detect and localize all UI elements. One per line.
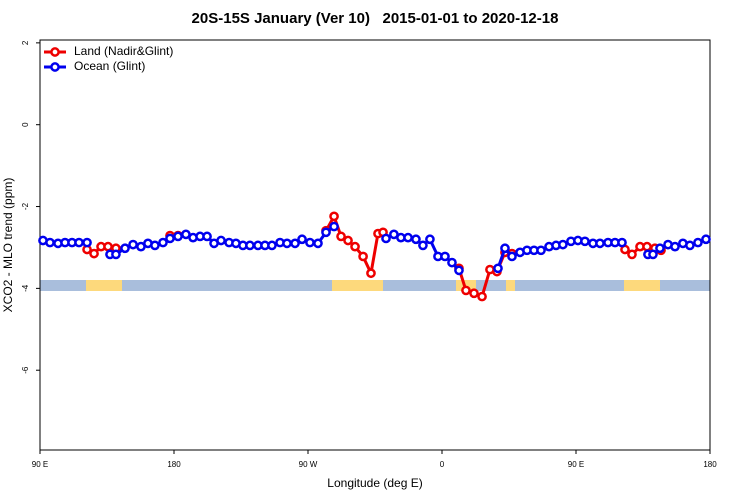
data-point — [343, 235, 353, 246]
data-point — [313, 238, 323, 249]
legend-marker — [50, 47, 60, 57]
data-point — [411, 234, 421, 245]
data-point — [74, 237, 84, 248]
land-patch — [506, 280, 515, 291]
data-point — [381, 233, 391, 244]
data-point — [128, 239, 138, 250]
data-point — [297, 234, 307, 245]
data-point — [45, 237, 55, 248]
legend-marker — [50, 62, 60, 72]
x-tick-label: 90 W — [299, 460, 318, 469]
data-point — [648, 249, 658, 260]
data-point — [358, 251, 368, 262]
data-point — [627, 249, 637, 260]
y-axis-label: XCO2 - MLO trend (ppm) — [1, 178, 15, 313]
data-point — [329, 221, 339, 232]
data-point — [425, 234, 435, 245]
legend-label: Ocean (Glint) — [74, 59, 145, 73]
data-point — [477, 291, 487, 302]
data-point — [82, 237, 92, 248]
data-point — [165, 233, 175, 244]
x-tick-label: 90 E — [568, 460, 584, 469]
data-point — [418, 240, 428, 251]
data-point — [216, 235, 226, 246]
data-point — [493, 263, 503, 274]
data-point — [267, 240, 277, 251]
data-point — [440, 251, 450, 262]
x-tick-label: 180 — [703, 460, 717, 469]
data-point — [642, 241, 652, 252]
land-patch — [456, 280, 476, 291]
data-point — [461, 285, 471, 296]
data-point — [454, 265, 464, 276]
data-point — [693, 237, 703, 248]
data-point — [329, 211, 339, 222]
data-point — [290, 238, 300, 249]
data-point — [447, 257, 457, 268]
land-patch — [624, 280, 660, 291]
x-tick-label: 180 — [167, 460, 181, 469]
data-point — [89, 248, 99, 259]
x-tick-label: 0 — [440, 460, 445, 469]
data-point — [536, 245, 546, 256]
land-patch — [86, 280, 122, 291]
data-point — [366, 268, 376, 279]
data-point — [305, 237, 315, 248]
data-point — [103, 241, 113, 252]
data-point — [655, 243, 665, 254]
data-point — [111, 249, 121, 260]
legend-label: Land (Nadir&Glint) — [74, 44, 173, 58]
data-point — [403, 232, 413, 243]
data-point — [617, 237, 627, 248]
data-point — [701, 234, 711, 245]
data-point — [282, 238, 292, 249]
y-tick-label: -2 — [21, 202, 30, 210]
data-point — [500, 243, 510, 254]
plot-frame — [39, 39, 711, 451]
data-point — [245, 240, 255, 251]
data-point — [120, 243, 130, 254]
data-point — [595, 238, 605, 249]
data-point — [150, 240, 160, 251]
data-point — [321, 227, 331, 238]
y-tick-label: 2 — [21, 40, 30, 45]
x-tick-label: 90 E — [32, 460, 48, 469]
data-point — [670, 241, 680, 252]
data-point — [202, 231, 212, 242]
data-point — [685, 240, 695, 251]
chart-title: 20S-15S January (Ver 10) 2015-01-01 to 2… — [192, 10, 559, 27]
y-tick-label: 0 — [21, 122, 30, 127]
data-point — [558, 239, 568, 250]
data-point — [336, 231, 346, 242]
data-point — [173, 231, 183, 242]
y-tick-label: -4 — [21, 284, 30, 292]
data-point — [158, 237, 168, 248]
data-point — [580, 236, 590, 247]
x-axis-label: Longitude (deg E) — [327, 476, 422, 490]
data-point — [469, 288, 479, 299]
surface-band — [40, 280, 710, 291]
y-tick-label: -6 — [21, 366, 30, 374]
land-patch — [332, 280, 383, 291]
data-point — [507, 251, 517, 262]
data-point — [350, 241, 360, 252]
